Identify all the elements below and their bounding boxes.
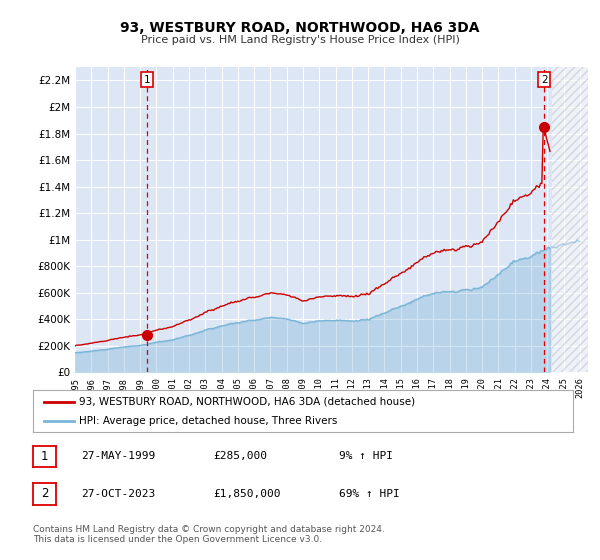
Bar	[552, 67, 588, 372]
Text: £285,000: £285,000	[213, 451, 267, 461]
Text: 9% ↑ HPI: 9% ↑ HPI	[339, 451, 393, 461]
Text: 27-OCT-2023: 27-OCT-2023	[81, 489, 155, 499]
Text: Contains HM Land Registry data © Crown copyright and database right 2024.
This d: Contains HM Land Registry data © Crown c…	[33, 525, 385, 544]
Text: 69% ↑ HPI: 69% ↑ HPI	[339, 489, 400, 499]
Text: 1: 1	[143, 75, 150, 85]
Text: 93, WESTBURY ROAD, NORTHWOOD, HA6 3DA: 93, WESTBURY ROAD, NORTHWOOD, HA6 3DA	[120, 21, 480, 35]
Text: 1: 1	[41, 450, 48, 463]
Text: 2: 2	[541, 75, 548, 85]
Text: 2: 2	[41, 487, 48, 501]
Text: Price paid vs. HM Land Registry's House Price Index (HPI): Price paid vs. HM Land Registry's House …	[140, 35, 460, 45]
Text: 27-MAY-1999: 27-MAY-1999	[81, 451, 155, 461]
Text: HPI: Average price, detached house, Three Rivers: HPI: Average price, detached house, Thre…	[79, 416, 337, 426]
Text: 93, WESTBURY ROAD, NORTHWOOD, HA6 3DA (detached house): 93, WESTBURY ROAD, NORTHWOOD, HA6 3DA (d…	[79, 396, 415, 407]
Text: £1,850,000: £1,850,000	[213, 489, 281, 499]
